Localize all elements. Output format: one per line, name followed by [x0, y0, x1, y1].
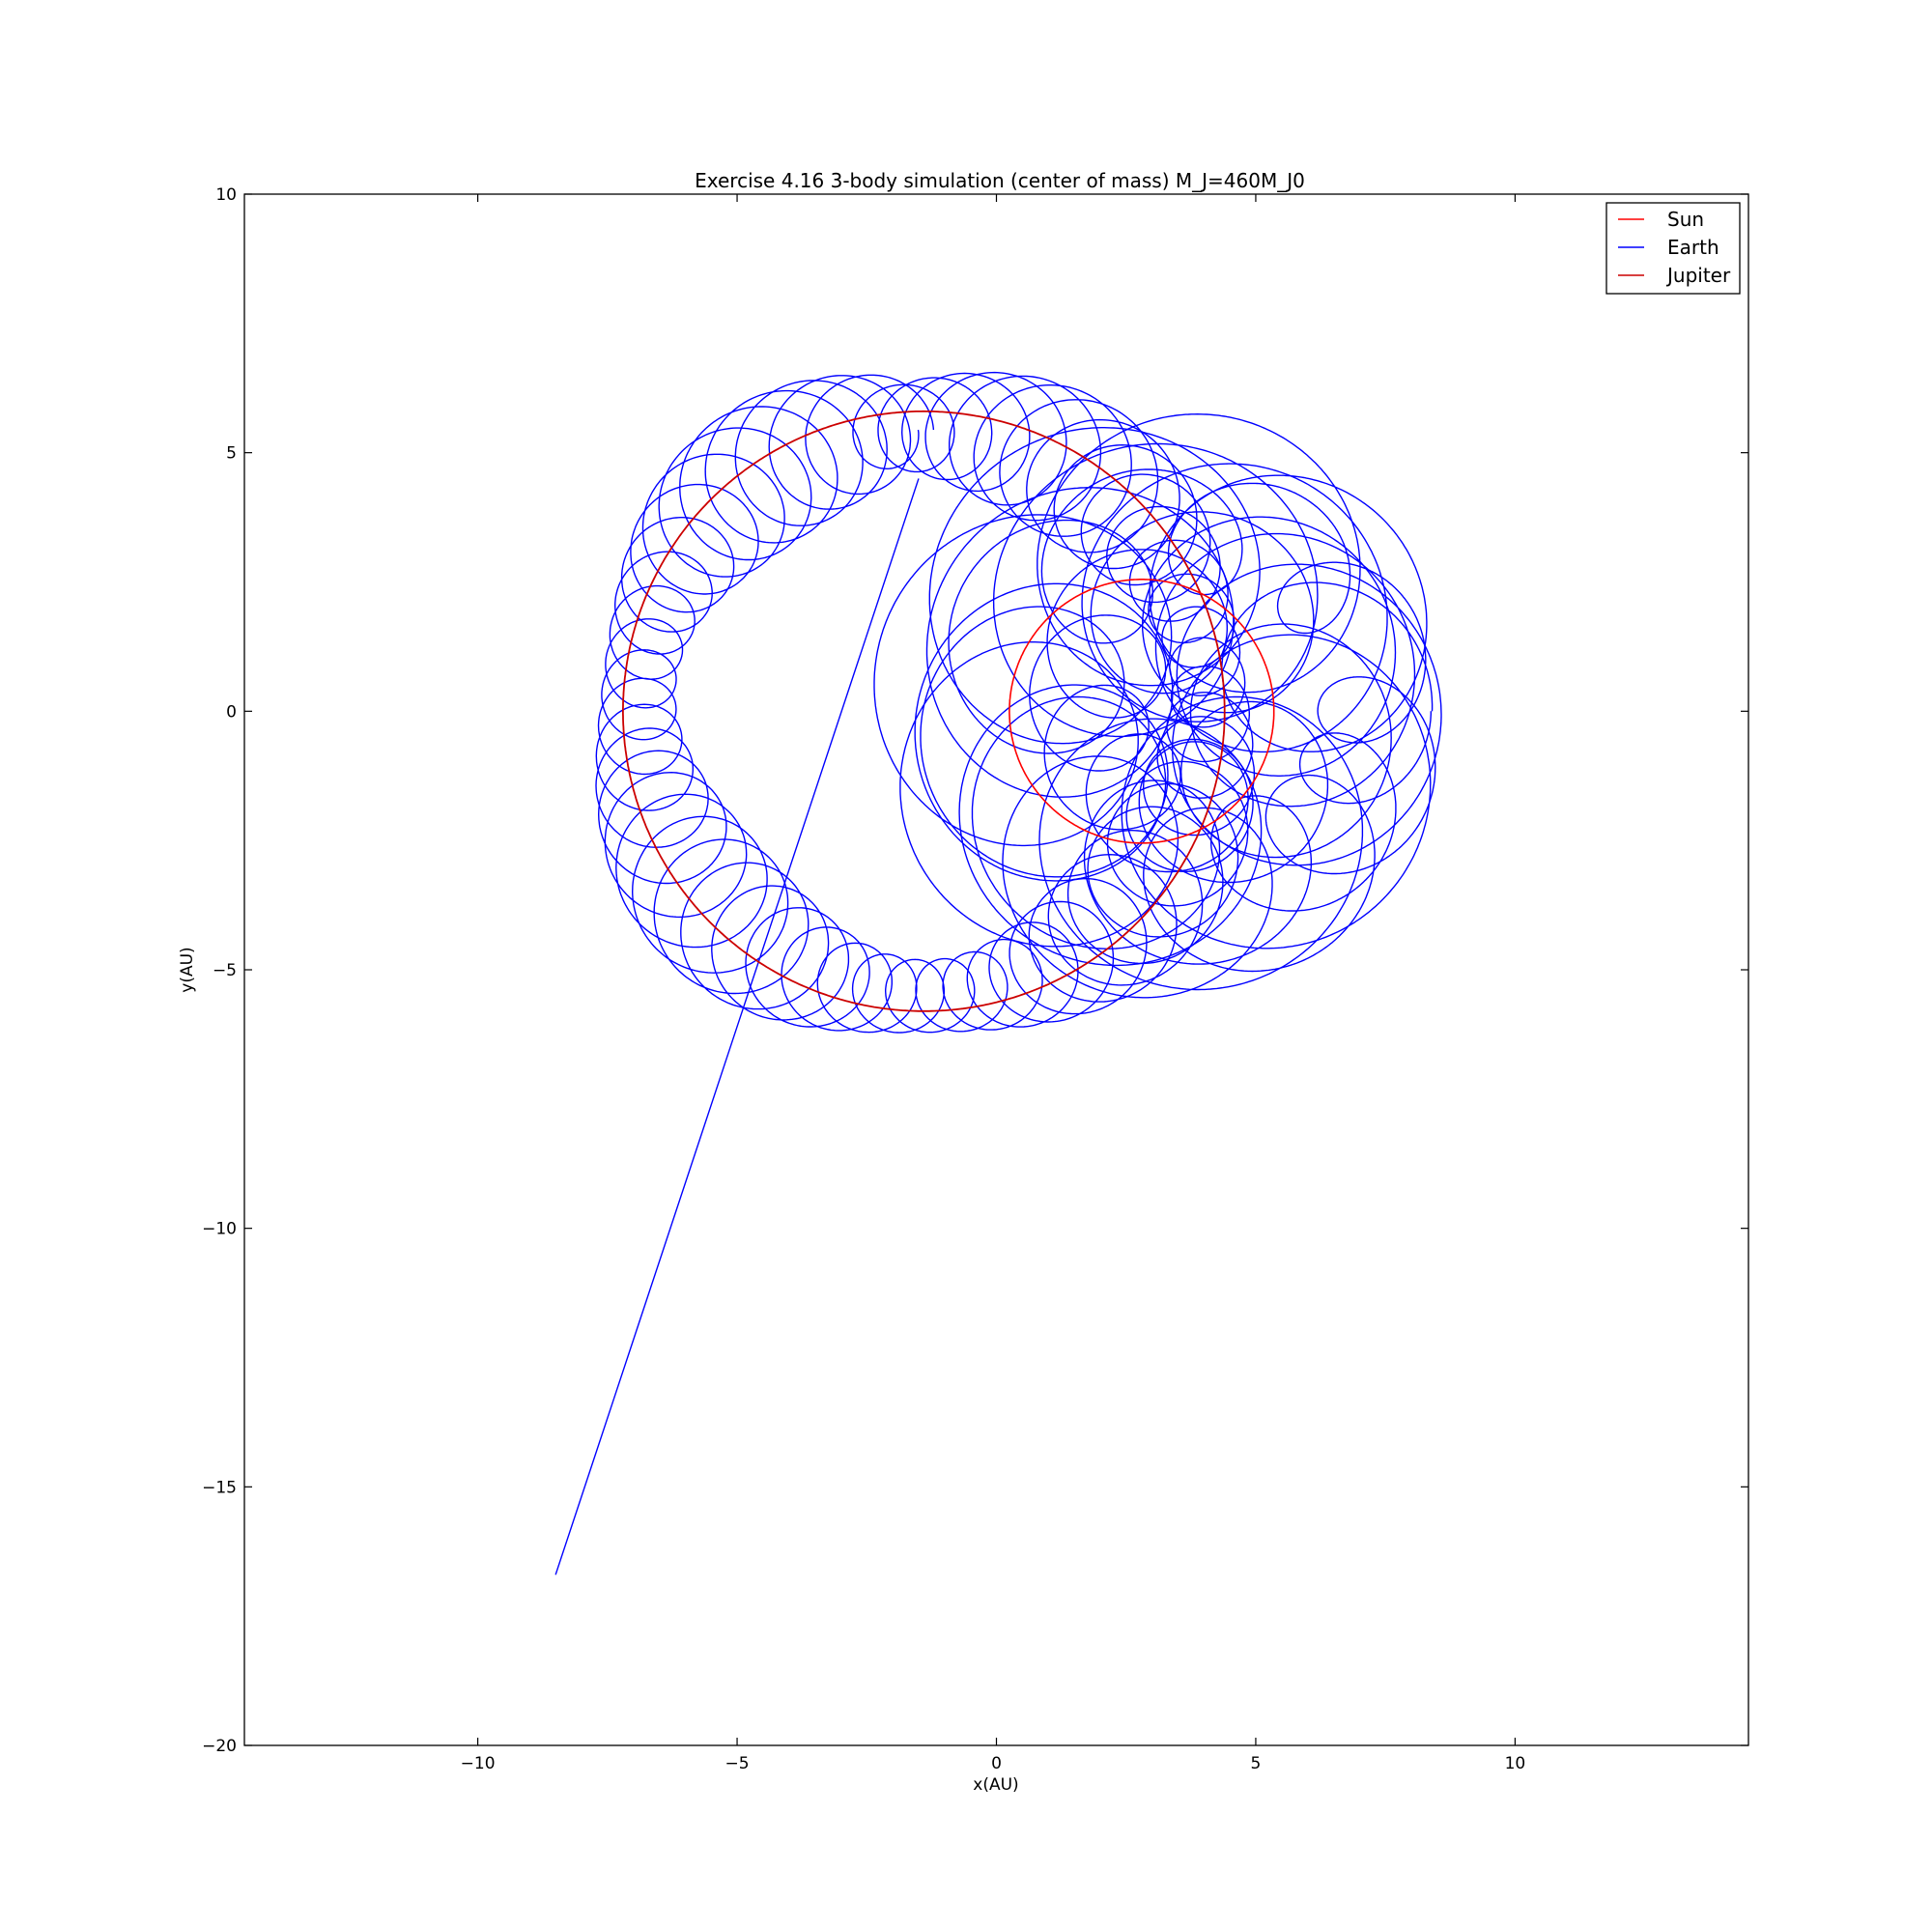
- legend-frame: [1605, 202, 1741, 295]
- y-tick-label: −20: [202, 1737, 237, 1756]
- earth-escape-trajectory: [554, 478, 920, 1575]
- plot-area: [554, 371, 1442, 1575]
- earth-orbit-loops-inner: [873, 412, 1442, 999]
- legend: Sun Earth Jupiter: [1605, 202, 1741, 295]
- sun-orbit: [1009, 579, 1275, 844]
- x-tick-label: −10: [461, 1754, 496, 1773]
- x-axis-label: x(AU): [973, 1775, 1018, 1795]
- axis-ticks: −10 −5 0 5 10 10 5 0 −5 −10 −15 −20: [202, 185, 1748, 1773]
- y-tick-label: 5: [226, 444, 237, 464]
- y-tick-label: −10: [202, 1220, 237, 1239]
- y-tick-label: 10: [215, 185, 237, 205]
- x-tick-label: 10: [1505, 1754, 1526, 1773]
- x-tick-label: 5: [1251, 1754, 1262, 1773]
- y-tick-label: 0: [226, 702, 237, 722]
- y-tick-label: −15: [202, 1478, 237, 1497]
- legend-label-jupiter: Jupiter: [1665, 264, 1731, 287]
- chart-title: Exercise 4.16 3-body simulation (center …: [695, 169, 1305, 192]
- x-tick-label: 0: [991, 1754, 1002, 1773]
- y-axis-label: y(AU): [178, 947, 197, 992]
- x-tick-label: −5: [725, 1754, 750, 1773]
- y-tick-label: −5: [213, 961, 237, 980]
- legend-label-earth: Earth: [1667, 236, 1719, 259]
- legend-label-sun: Sun: [1667, 208, 1704, 231]
- jupiter-orbit: [622, 410, 1226, 1012]
